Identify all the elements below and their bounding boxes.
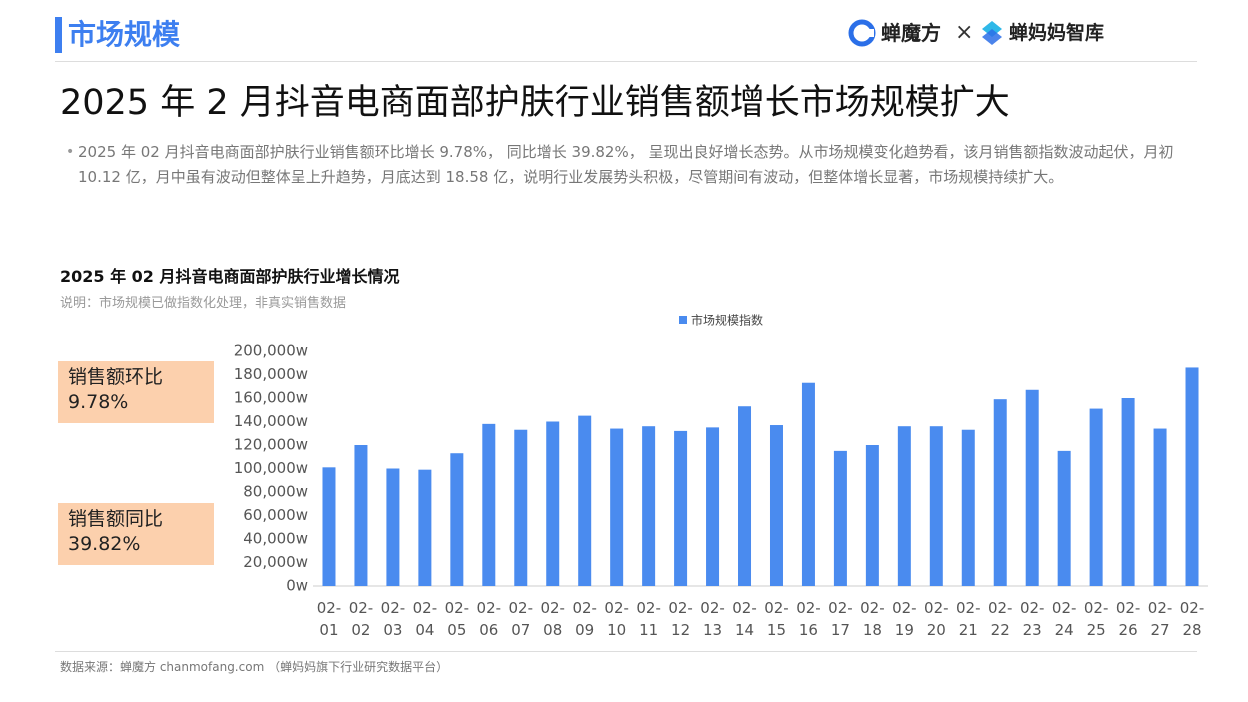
bar: [961, 429, 975, 586]
page-title: 2025 年 2 月抖音电商面部护肤行业销售额增长市场规模扩大: [60, 83, 1010, 123]
divider: [55, 651, 1197, 652]
bar: [450, 453, 464, 586]
x-tick-label: 02-20: [924, 599, 949, 639]
bar: [833, 450, 847, 586]
y-tick-label: 140,000w: [234, 412, 308, 430]
x-tick-label: 02-23: [1019, 599, 1045, 639]
legend-label: 市场规模指数: [691, 313, 763, 328]
stat-label: 销售额同比: [68, 508, 164, 530]
x-tick-label: 02-03: [380, 599, 406, 639]
source-note: 数据来源：蝉魔方 chanmofang.com （蝉妈妈旗下行业研究数据平台）: [60, 660, 449, 674]
x-tick-label: 02-17: [828, 599, 853, 639]
logo: 蝉魔方: [848, 18, 941, 48]
bar: [1185, 367, 1199, 586]
x-tick-label: 02-07: [508, 599, 534, 639]
bar: [993, 399, 1007, 586]
bar: [769, 425, 783, 586]
x-tick-label: 02-05: [444, 599, 470, 639]
x-tick-label: 02-02: [348, 599, 374, 639]
x-tick-label: 02-08: [540, 599, 565, 639]
x-tick-label: 02-26: [1115, 599, 1141, 639]
y-tick-label: 160,000w: [234, 389, 308, 407]
bar: [1057, 450, 1071, 586]
x-tick-label: 02-12: [668, 599, 693, 639]
x-tick-label: 02-04: [412, 599, 438, 639]
x-tick-label: 02-13: [700, 599, 725, 639]
x-tick-label: 02-11: [636, 599, 661, 639]
x-tick-label: 02-21: [956, 599, 981, 639]
y-tick-label: 100,000w: [234, 459, 308, 477]
bar: [1153, 428, 1167, 586]
bar: [322, 467, 336, 586]
bar: [610, 428, 624, 586]
x-tick-label: 02-22: [987, 599, 1013, 639]
legend-swatch: [679, 316, 687, 324]
stat-box: 销售额同比 39.82%: [58, 503, 214, 565]
bar: [386, 468, 400, 586]
bar: [929, 426, 943, 586]
x-tick-label: 02-16: [796, 599, 821, 639]
bar: [865, 445, 879, 586]
stat-label: 销售额环比: [68, 366, 164, 388]
x-tick-label: 02-18: [860, 599, 885, 639]
chart: 0w 20,000w 40,000w 60,000w 80,000w 100,000w 12…: [234, 313, 1208, 595]
logo: 蝉妈妈智库: [980, 18, 1104, 48]
section-title: 市场规模: [68, 18, 181, 51]
bar: [354, 445, 368, 586]
y-tick-label: 40,000w: [243, 530, 308, 548]
divider: [55, 61, 1197, 62]
bar: [514, 429, 528, 586]
x-tick-label: 02-15: [764, 599, 789, 639]
stat-value: 9.78%: [68, 391, 129, 413]
bar: [546, 421, 560, 586]
y-tick-label: 200,000w: [234, 342, 308, 360]
x-tick-label: 02-01: [316, 599, 342, 639]
y-tick-label: 0w: [286, 577, 308, 595]
bar: [418, 469, 432, 586]
x-tick-label: 02-14: [732, 599, 757, 639]
bar: [1025, 389, 1039, 586]
y-tick-label: 20,000w: [243, 553, 308, 571]
logo-text: 蝉妈妈智库: [1009, 22, 1105, 44]
x-tick-label: 02-19: [892, 599, 917, 639]
y-tick-label: 60,000w: [243, 506, 308, 524]
logo-icon: [982, 21, 1002, 45]
bar: [801, 382, 815, 586]
bar: [706, 427, 720, 586]
logo-icon: [848, 19, 876, 47]
y-tick-label: 120,000w: [234, 436, 308, 454]
stat-value: 39.82%: [68, 533, 141, 555]
logo-text: 蝉魔方: [881, 21, 941, 45]
bar: [642, 426, 656, 586]
y-tick-label: 80,000w: [243, 483, 308, 501]
y-tick-label: 180,000w: [234, 365, 308, 383]
x-tick-label: 02-28: [1179, 599, 1205, 639]
chart-subtitle: 说明：市场规模已做指数化处理，非真实销售数据: [60, 296, 347, 311]
x-tick-label: 02-25: [1083, 599, 1109, 639]
bar: [897, 426, 911, 586]
x-tick-label: 02-09: [572, 599, 597, 639]
x-tick-label: 02-24: [1051, 599, 1077, 639]
stat-box: 销售额环比 9.78%: [58, 361, 214, 423]
bar: [482, 423, 496, 586]
x-tick-label: 02-27: [1147, 599, 1173, 639]
bullet: •: [66, 144, 75, 160]
bar: [738, 406, 752, 586]
logo-separator: ×: [955, 20, 974, 45]
description: 2025 年 02 月抖音电商面部护肤行业销售额环比增长 9.78%， 同比增长…: [78, 143, 1174, 186]
bar: [1089, 408, 1103, 586]
section-marker: [55, 17, 62, 53]
x-tick-label: 02-10: [604, 599, 629, 639]
bar: [1121, 398, 1135, 586]
chart-title: 2025 年 02 月抖音电商面部护肤行业增长情况: [60, 267, 400, 286]
bar: [578, 415, 592, 586]
x-tick-label: 02-06: [476, 599, 502, 639]
bar: [674, 430, 688, 586]
